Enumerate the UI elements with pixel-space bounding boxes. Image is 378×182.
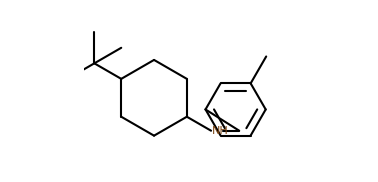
Text: NH: NH [212, 126, 229, 136]
